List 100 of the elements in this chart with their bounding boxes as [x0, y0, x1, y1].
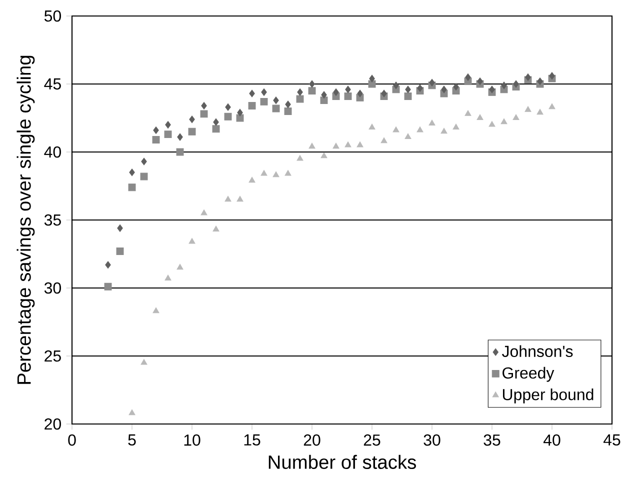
point	[453, 82, 459, 90]
point	[164, 274, 172, 280]
point	[332, 142, 340, 149]
point	[404, 133, 412, 140]
point	[464, 110, 472, 116]
point	[140, 359, 148, 365]
x-tick-label: 45	[603, 434, 620, 446]
point	[200, 209, 208, 216]
point	[296, 155, 304, 161]
point	[392, 126, 400, 132]
point	[165, 121, 171, 129]
point	[273, 96, 279, 104]
point	[225, 103, 231, 111]
x-tick-label: 40	[543, 434, 560, 446]
point	[140, 172, 148, 180]
point	[489, 86, 495, 94]
point	[308, 142, 316, 149]
point	[465, 73, 471, 81]
point	[476, 114, 484, 120]
point	[333, 88, 339, 96]
point	[248, 176, 256, 183]
point	[153, 126, 159, 134]
point	[212, 226, 220, 232]
point	[224, 112, 232, 120]
point	[189, 116, 195, 124]
point	[356, 141, 364, 148]
y-axis-title: Percentage savings over single cycling	[16, 56, 35, 384]
point	[513, 80, 519, 88]
point	[237, 108, 243, 116]
y-tick-label: 20	[44, 418, 61, 430]
y-tick-label: 50	[44, 10, 61, 22]
point	[284, 170, 292, 176]
legend-label: Greedy	[502, 366, 554, 382]
point	[441, 86, 447, 94]
point	[285, 100, 291, 108]
point	[548, 103, 556, 110]
legend-label: Johnson's	[502, 345, 573, 358]
point	[116, 248, 124, 256]
point	[213, 118, 219, 126]
point	[141, 158, 147, 166]
point	[309, 80, 315, 88]
x-tick-label: 5	[128, 434, 136, 446]
point	[524, 106, 532, 112]
point	[416, 126, 424, 132]
point	[297, 88, 303, 96]
x-tick-label: 35	[484, 434, 500, 446]
point	[440, 128, 448, 134]
point	[272, 104, 280, 112]
point	[477, 78, 483, 86]
point	[357, 90, 363, 98]
point	[345, 86, 351, 94]
point	[236, 196, 244, 202]
point	[284, 107, 292, 115]
point	[117, 224, 123, 232]
point	[417, 84, 423, 92]
x-tick-label: 30	[424, 434, 440, 446]
point	[308, 87, 316, 95]
x-tick-label: 15	[244, 434, 260, 446]
x-tick-label: 0	[68, 434, 76, 446]
point	[537, 78, 543, 86]
point	[381, 90, 387, 98]
point	[177, 133, 183, 141]
point	[260, 98, 268, 106]
point	[320, 152, 328, 158]
y-tick-label: 35	[44, 214, 61, 226]
point	[152, 307, 160, 314]
point	[344, 141, 352, 148]
y-tick-label: 40	[44, 146, 61, 158]
point	[128, 409, 136, 416]
x-tick-label: 20	[304, 434, 320, 446]
legend-label: Upper bound	[502, 388, 594, 404]
x-tick-label: 25	[364, 434, 380, 446]
point	[129, 168, 135, 176]
point	[321, 91, 327, 99]
point	[248, 102, 256, 110]
point	[224, 196, 232, 202]
point	[428, 120, 436, 126]
point	[380, 137, 388, 144]
y-tick-label: 25	[44, 350, 61, 362]
point	[188, 128, 196, 136]
point	[405, 86, 411, 94]
point	[549, 72, 555, 80]
point	[452, 124, 460, 130]
point	[128, 184, 136, 192]
point	[368, 124, 376, 130]
point	[176, 148, 184, 156]
point	[536, 108, 544, 115]
point	[344, 92, 352, 100]
x-tick-label: 10	[184, 434, 200, 446]
point	[320, 96, 328, 104]
point	[404, 92, 412, 100]
point	[488, 121, 496, 127]
point	[249, 90, 255, 98]
point	[501, 82, 507, 90]
y-tick-label: 45	[44, 78, 61, 90]
point	[176, 264, 184, 270]
x-axis-title: Number of stacks	[268, 454, 416, 469]
point	[260, 170, 268, 176]
point	[296, 95, 304, 103]
point	[525, 73, 531, 81]
